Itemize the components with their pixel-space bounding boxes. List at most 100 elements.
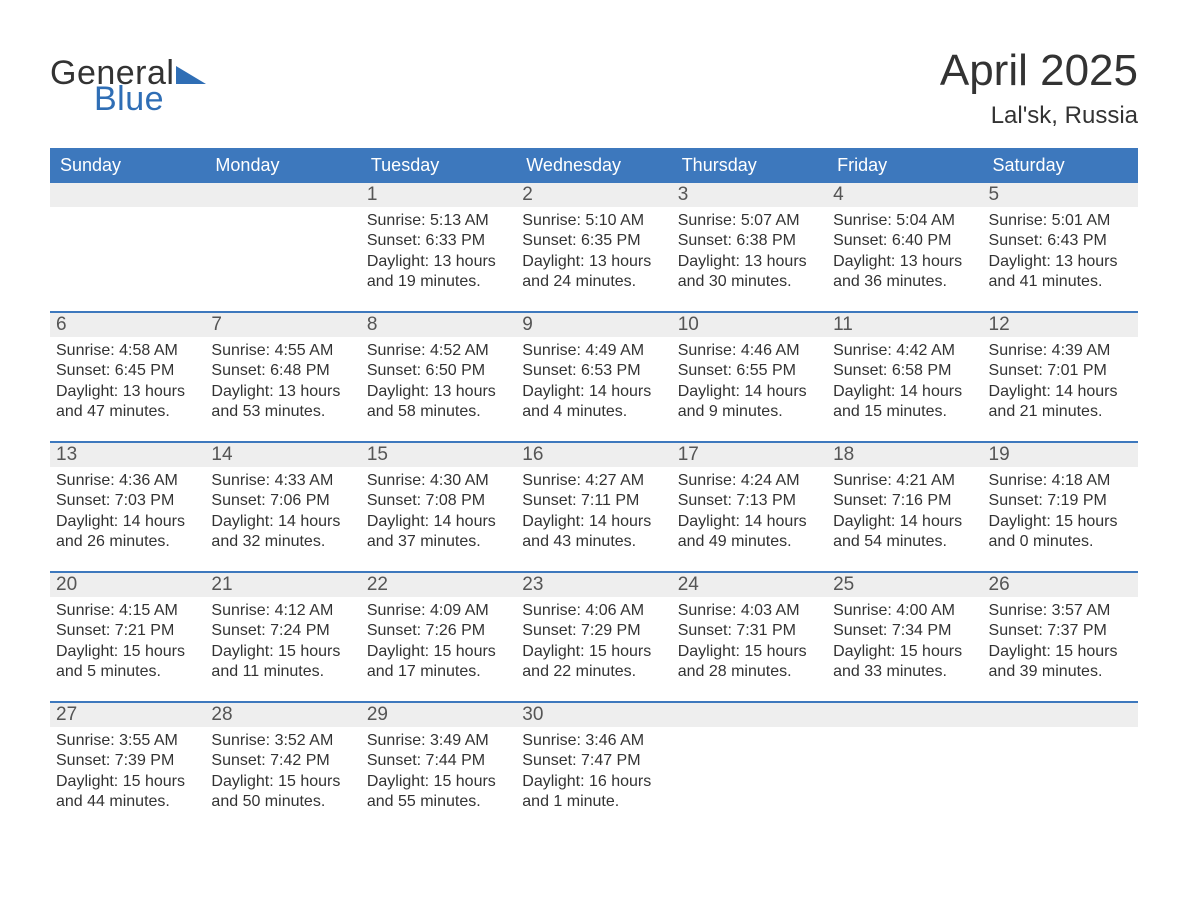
day-number: 7 — [205, 313, 360, 337]
daylight-text: Daylight: 15 hours and 28 minutes. — [678, 642, 821, 683]
sunset-text: Sunset: 7:37 PM — [989, 621, 1132, 641]
sunrise-text: Sunrise: 3:46 AM — [522, 731, 665, 751]
daylight-text: Daylight: 15 hours and 39 minutes. — [989, 642, 1132, 683]
day-cell: 28Sunrise: 3:52 AMSunset: 7:42 PMDayligh… — [205, 703, 360, 821]
day-cell: 23Sunrise: 4:06 AMSunset: 7:29 PMDayligh… — [516, 573, 671, 691]
day-number: 18 — [827, 443, 982, 467]
day-cell: 10Sunrise: 4:46 AMSunset: 6:55 PMDayligh… — [672, 313, 827, 431]
weekday-col-4: Thursday — [672, 148, 827, 183]
daylight-text: Daylight: 13 hours and 24 minutes. — [522, 252, 665, 293]
day-body: Sunrise: 4:09 AMSunset: 7:26 PMDaylight:… — [361, 597, 516, 689]
day-cell: 9Sunrise: 4:49 AMSunset: 6:53 PMDaylight… — [516, 313, 671, 431]
day-number: 4 — [827, 183, 982, 207]
sunrise-text: Sunrise: 5:07 AM — [678, 211, 821, 231]
sunrise-text: Sunrise: 3:55 AM — [56, 731, 199, 751]
week-row: 27Sunrise: 3:55 AMSunset: 7:39 PMDayligh… — [50, 701, 1138, 821]
day-cell: 11Sunrise: 4:42 AMSunset: 6:58 PMDayligh… — [827, 313, 982, 431]
day-body: Sunrise: 4:00 AMSunset: 7:34 PMDaylight:… — [827, 597, 982, 689]
sunrise-text: Sunrise: 4:21 AM — [833, 471, 976, 491]
day-cell: 20Sunrise: 4:15 AMSunset: 7:21 PMDayligh… — [50, 573, 205, 691]
sunset-text: Sunset: 7:01 PM — [989, 361, 1132, 381]
day-body: Sunrise: 4:30 AMSunset: 7:08 PMDaylight:… — [361, 467, 516, 559]
sunrise-text: Sunrise: 4:00 AM — [833, 601, 976, 621]
day-cell: 21Sunrise: 4:12 AMSunset: 7:24 PMDayligh… — [205, 573, 360, 691]
day-cell — [672, 703, 827, 821]
day-body: Sunrise: 3:52 AMSunset: 7:42 PMDaylight:… — [205, 727, 360, 819]
day-number: 26 — [983, 573, 1138, 597]
sunrise-text: Sunrise: 4:30 AM — [367, 471, 510, 491]
sunrise-text: Sunrise: 3:49 AM — [367, 731, 510, 751]
sunrise-text: Sunrise: 4:06 AM — [522, 601, 665, 621]
sunset-text: Sunset: 6:50 PM — [367, 361, 510, 381]
daylight-text: Daylight: 13 hours and 19 minutes. — [367, 252, 510, 293]
weekday-col-2: Tuesday — [361, 148, 516, 183]
day-body: Sunrise: 5:04 AMSunset: 6:40 PMDaylight:… — [827, 207, 982, 299]
day-body: Sunrise: 4:33 AMSunset: 7:06 PMDaylight:… — [205, 467, 360, 559]
day-body: Sunrise: 3:46 AMSunset: 7:47 PMDaylight:… — [516, 727, 671, 819]
weekday-col-1: Monday — [205, 148, 360, 183]
daylight-text: Daylight: 15 hours and 11 minutes. — [211, 642, 354, 683]
day-number — [205, 183, 360, 207]
day-body: Sunrise: 4:21 AMSunset: 7:16 PMDaylight:… — [827, 467, 982, 559]
sunrise-text: Sunrise: 4:33 AM — [211, 471, 354, 491]
sunset-text: Sunset: 7:29 PM — [522, 621, 665, 641]
weekday-col-0: Sunday — [50, 148, 205, 183]
brand-word2: Blue — [94, 82, 206, 116]
day-number — [983, 703, 1138, 727]
day-body: Sunrise: 4:58 AMSunset: 6:45 PMDaylight:… — [50, 337, 205, 429]
day-body: Sunrise: 4:49 AMSunset: 6:53 PMDaylight:… — [516, 337, 671, 429]
sunrise-text: Sunrise: 4:09 AM — [367, 601, 510, 621]
sunset-text: Sunset: 7:21 PM — [56, 621, 199, 641]
sunrise-text: Sunrise: 3:57 AM — [989, 601, 1132, 621]
day-body: Sunrise: 3:49 AMSunset: 7:44 PMDaylight:… — [361, 727, 516, 819]
day-number: 2 — [516, 183, 671, 207]
daylight-text: Daylight: 15 hours and 17 minutes. — [367, 642, 510, 683]
day-number: 29 — [361, 703, 516, 727]
day-body: Sunrise: 4:18 AMSunset: 7:19 PMDaylight:… — [983, 467, 1138, 559]
day-cell: 8Sunrise: 4:52 AMSunset: 6:50 PMDaylight… — [361, 313, 516, 431]
calendar-page: General Blue April 2025 Lal'sk, Russia S… — [0, 0, 1188, 861]
day-number — [827, 703, 982, 727]
day-number: 20 — [50, 573, 205, 597]
day-body: Sunrise: 4:03 AMSunset: 7:31 PMDaylight:… — [672, 597, 827, 689]
day-body: Sunrise: 4:06 AMSunset: 7:29 PMDaylight:… — [516, 597, 671, 689]
week-row: 20Sunrise: 4:15 AMSunset: 7:21 PMDayligh… — [50, 571, 1138, 691]
weeks-container: 1Sunrise: 5:13 AMSunset: 6:33 PMDaylight… — [50, 183, 1138, 821]
sunset-text: Sunset: 7:16 PM — [833, 491, 976, 511]
daylight-text: Daylight: 14 hours and 54 minutes. — [833, 512, 976, 553]
day-cell: 7Sunrise: 4:55 AMSunset: 6:48 PMDaylight… — [205, 313, 360, 431]
day-number: 8 — [361, 313, 516, 337]
daylight-text: Daylight: 14 hours and 32 minutes. — [211, 512, 354, 553]
sunrise-text: Sunrise: 5:01 AM — [989, 211, 1132, 231]
day-cell — [205, 183, 360, 301]
day-cell: 12Sunrise: 4:39 AMSunset: 7:01 PMDayligh… — [983, 313, 1138, 431]
day-body: Sunrise: 5:07 AMSunset: 6:38 PMDaylight:… — [672, 207, 827, 299]
day-body: Sunrise: 4:15 AMSunset: 7:21 PMDaylight:… — [50, 597, 205, 689]
weekday-col-5: Friday — [827, 148, 982, 183]
day-body: Sunrise: 5:13 AMSunset: 6:33 PMDaylight:… — [361, 207, 516, 299]
day-body: Sunrise: 4:55 AMSunset: 6:48 PMDaylight:… — [205, 337, 360, 429]
day-number: 1 — [361, 183, 516, 207]
day-body: Sunrise: 4:24 AMSunset: 7:13 PMDaylight:… — [672, 467, 827, 559]
day-cell: 30Sunrise: 3:46 AMSunset: 7:47 PMDayligh… — [516, 703, 671, 821]
sunset-text: Sunset: 7:34 PM — [833, 621, 976, 641]
sunset-text: Sunset: 7:11 PM — [522, 491, 665, 511]
day-number: 25 — [827, 573, 982, 597]
daylight-text: Daylight: 15 hours and 0 minutes. — [989, 512, 1132, 553]
daylight-text: Daylight: 13 hours and 36 minutes. — [833, 252, 976, 293]
day-number: 24 — [672, 573, 827, 597]
weekday-col-3: Wednesday — [516, 148, 671, 183]
sunset-text: Sunset: 7:39 PM — [56, 751, 199, 771]
month-title: April 2025 — [940, 46, 1138, 96]
day-number — [50, 183, 205, 207]
day-body: Sunrise: 4:42 AMSunset: 6:58 PMDaylight:… — [827, 337, 982, 429]
day-number: 27 — [50, 703, 205, 727]
sunset-text: Sunset: 7:42 PM — [211, 751, 354, 771]
day-cell: 13Sunrise: 4:36 AMSunset: 7:03 PMDayligh… — [50, 443, 205, 561]
day-cell: 2Sunrise: 5:10 AMSunset: 6:35 PMDaylight… — [516, 183, 671, 301]
sunset-text: Sunset: 6:45 PM — [56, 361, 199, 381]
sunrise-text: Sunrise: 4:39 AM — [989, 341, 1132, 361]
day-number: 5 — [983, 183, 1138, 207]
daylight-text: Daylight: 13 hours and 30 minutes. — [678, 252, 821, 293]
day-cell — [50, 183, 205, 301]
